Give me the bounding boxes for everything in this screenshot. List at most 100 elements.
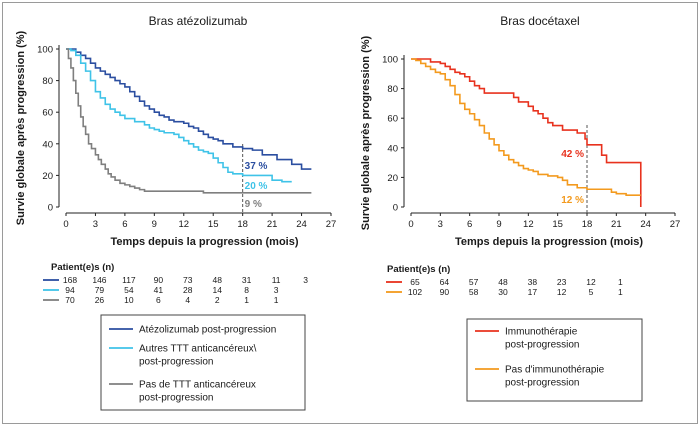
y-tick-label: 80 [387,84,398,95]
legend-item-line: Pas de TTT anticancéreux [139,380,256,391]
legend-item-label: Pas d'immunothérapie post-progression [505,365,605,389]
at-risk-count: 65 [410,277,420,287]
at-risk-count: 1 [618,277,623,287]
km-curve-1 [411,58,642,207]
x-tick-label: 27 [670,219,681,230]
at-risk-count: 30 [498,287,508,297]
legend-item-line: Immunothérapie [505,327,578,338]
x-tick-label: 21 [611,219,622,230]
legend-item-label: Autres TTT anticancéreux\ post-progressio… [139,344,257,368]
y-axis-label: Survie globale après progression (%) [15,30,27,225]
x-tick-label: 18 [582,219,593,230]
y-tick-label: 100 [37,45,53,56]
x-tick-label: 6 [467,219,472,230]
at-risk-count: 12 [557,287,567,297]
legend-item-line: post-progression [505,340,579,351]
legend-item-line: post-progression [139,393,213,404]
at-risk-count: 8 [244,285,249,295]
percent-label-at-18: 12 % [561,195,584,206]
legend-item-line: post-progression [505,378,579,389]
risk-table-title: Patient(e)s (n) [51,262,114,273]
at-risk-count: 48 [498,277,508,287]
at-risk-count: 168 [63,275,77,285]
at-risk-count: 90 [440,287,450,297]
km-curve-2 [66,48,292,183]
x-tick-label: 3 [93,219,98,230]
x-tick-label: 15 [208,219,219,230]
x-tick-label: 18 [237,219,248,230]
x-tick-label: 6 [122,219,127,230]
at-risk-count: 102 [408,287,422,297]
at-risk-count: 5 [589,287,594,297]
at-risk-count: 64 [440,277,450,287]
km-curve-2 [411,58,641,196]
at-risk-count: 70 [65,295,75,305]
at-risk-count: 1 [618,287,623,297]
y-tick-label: 100 [382,55,398,66]
at-risk-count: 12 [586,277,596,287]
x-tick-label: 24 [296,219,307,230]
percent-label-at-18: 9 % [245,199,262,210]
at-risk-count: 58 [469,287,479,297]
at-risk-count: 73 [183,275,193,285]
at-risk-count: 48 [212,275,222,285]
legend-item-line: Autres TTT anticancéreux\ [139,344,257,355]
x-tick-label: 15 [552,219,563,230]
at-risk-count: 3 [274,285,279,295]
percent-label-at-18: 20 % [245,181,268,192]
at-risk-count: 14 [212,285,222,295]
y-tick-label: 80 [42,76,53,87]
legend-item-label: Atézolizumab post-progression [139,325,276,336]
y-tick-label: 60 [387,114,398,125]
at-risk-count: 10 [124,295,134,305]
y-axis-label: Survie globale après progression (%) [360,35,372,230]
x-tick-label: 12 [523,219,534,230]
x-axis-label: Temps depuis la progression (mois) [110,236,298,248]
at-risk-count: 117 [122,275,136,285]
legend-item-line: Pas d'immunothérapie [505,365,605,376]
y-tick-label: 0 [48,203,53,214]
at-risk-count: 31 [242,275,252,285]
legend-item-line: post-progression [139,357,213,368]
legend-box [100,314,306,411]
at-risk-count: 1 [274,295,279,305]
km-curve-1 [66,48,312,170]
y-tick-label: 0 [393,203,398,214]
at-risk-count: 6 [156,295,161,305]
at-risk-count: 2 [215,295,220,305]
percent-label-at-18: 42 % [561,149,584,160]
x-tick-label: 0 [408,219,413,230]
x-tick-label: 9 [152,219,157,230]
at-risk-count: 94 [65,285,75,295]
at-risk-count: 28 [183,285,193,295]
at-risk-count: 146 [92,275,106,285]
legend-item-label: Pas de TTT anticancéreux post-progression [139,380,256,404]
x-tick-label: 12 [178,219,189,230]
y-tick-label: 40 [387,143,398,154]
x-tick-label: 9 [496,219,501,230]
at-risk-count: 90 [154,275,164,285]
y-tick-label: 40 [42,139,53,150]
x-tick-label: 3 [438,219,443,230]
at-risk-count: 17 [528,287,538,297]
x-tick-label: 24 [640,219,651,230]
x-tick-label: 0 [63,219,68,230]
at-risk-count: 1 [244,295,249,305]
y-tick-label: 20 [387,173,398,184]
at-risk-count: 41 [154,285,164,295]
chart-title: Bras atézolizumab [149,14,248,28]
legend-box [466,318,643,402]
at-risk-count: 23 [557,277,567,287]
at-risk-count: 11 [272,275,281,285]
at-risk-count: 4 [185,295,190,305]
at-risk-count: 57 [469,277,479,287]
at-risk-count: 54 [124,285,134,295]
y-tick-label: 60 [42,108,53,119]
km-curve-3 [66,48,312,194]
percent-label-at-18: 37 % [245,161,268,172]
chart-title: Bras docétaxel [500,14,579,28]
y-tick-label: 20 [42,171,53,182]
legend-item-line: Atézolizumab post-progression [139,325,276,336]
